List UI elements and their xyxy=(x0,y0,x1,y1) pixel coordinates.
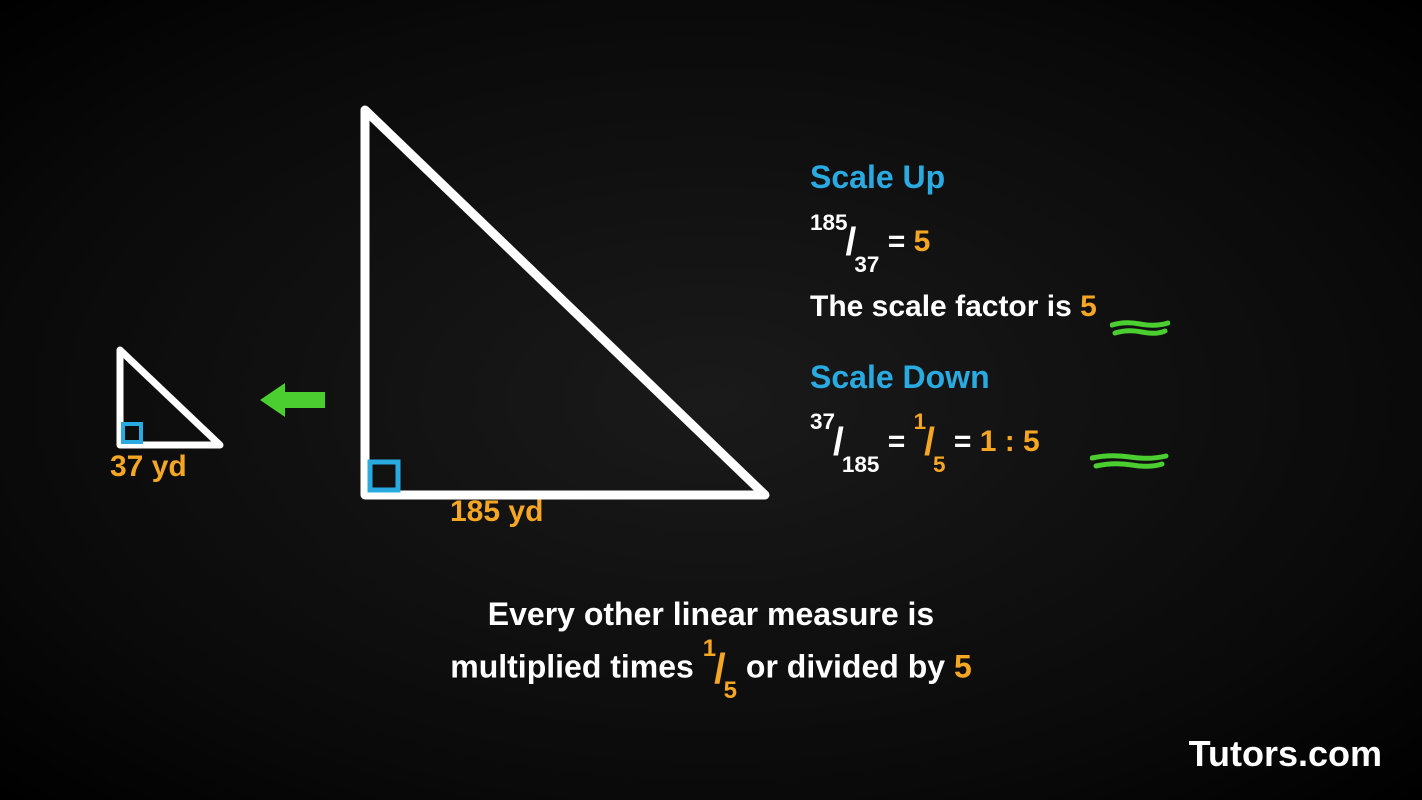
result-frac-num: 1 xyxy=(914,403,927,441)
scale-up-fraction-row: 185/37 = 5 xyxy=(810,210,1097,276)
scale-down-numerator: 37 xyxy=(810,403,835,441)
scale-up-heading: Scale Up xyxy=(810,150,1097,204)
bottom-line2b: or divided by xyxy=(737,649,954,685)
bottom-statement: Every other linear measure is multiplied… xyxy=(0,590,1422,700)
scale-down-ratio: 1 : 5 xyxy=(980,425,1040,458)
bottom-value: 5 xyxy=(954,649,972,685)
scale-down-fraction: 37/185 xyxy=(810,410,879,476)
small-triangle-svg xyxy=(110,340,230,460)
scale-up-denominator: 37 xyxy=(854,246,879,284)
arrow-svg xyxy=(255,375,335,425)
equals-sign: = xyxy=(879,425,913,458)
large-triangle-label: 185 yd xyxy=(450,495,543,529)
scale-down-heading: Scale Down xyxy=(810,350,1097,404)
underline-squiggle-icon xyxy=(1090,452,1170,472)
bottom-frac-den: 5 xyxy=(724,673,737,709)
calculations-block: Scale Up 185/37 = 5 The scale factor is … xyxy=(810,150,1097,480)
bottom-line2a: multiplied times xyxy=(450,649,702,685)
scale-down-result-fraction: 1/5 xyxy=(914,410,946,476)
equals-sign: = xyxy=(879,225,913,258)
bottom-frac-num: 1 xyxy=(703,631,716,667)
scale-factor-value: 5 xyxy=(1080,290,1097,323)
small-triangle xyxy=(110,340,230,465)
equals-sign: = xyxy=(946,425,980,458)
left-arrow-icon xyxy=(255,375,335,430)
small-triangle-label: 37 yd xyxy=(110,450,187,484)
statement-prefix: The scale factor is xyxy=(810,290,1080,323)
scale-factor-statement: The scale factor is 5 xyxy=(810,281,1097,332)
scale-down-denominator: 185 xyxy=(842,446,880,484)
large-triangle-svg xyxy=(350,100,780,510)
scale-up-fraction: 185/37 xyxy=(810,210,879,276)
scale-up-numerator: 185 xyxy=(810,204,848,242)
large-triangle xyxy=(350,100,780,515)
scale-down-fraction-row: 37/185 = 1/5 = 1 : 5 xyxy=(810,410,1097,476)
scale-up-result: 5 xyxy=(914,225,931,258)
underline-squiggle-icon xyxy=(1110,319,1170,339)
bottom-line2: multiplied times 1/5 or divided by 5 xyxy=(0,638,1422,700)
result-frac-den: 5 xyxy=(933,446,946,484)
logo: Tutors.com xyxy=(1189,733,1382,775)
bottom-fraction: 1/5 xyxy=(703,638,737,700)
